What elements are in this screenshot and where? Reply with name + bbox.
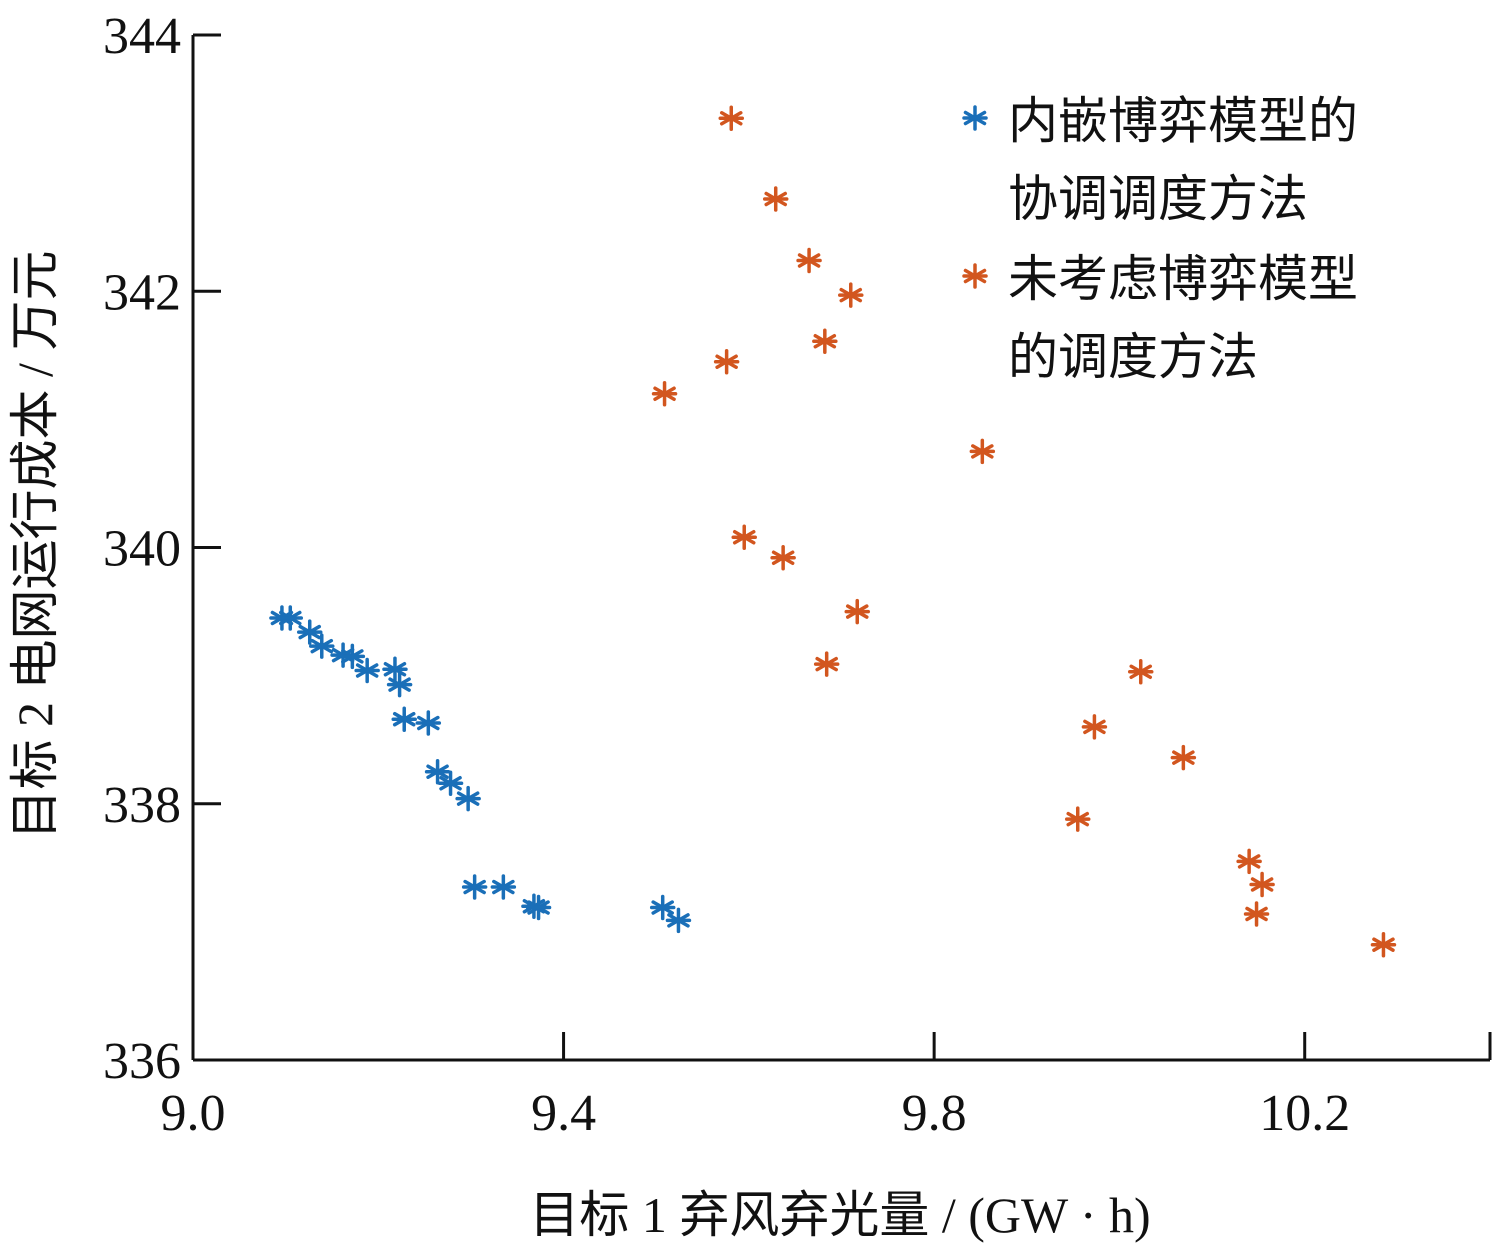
x-tick-label: 9.0: [161, 1085, 226, 1142]
y-tick-label: 338: [103, 777, 181, 834]
data-point: [354, 657, 380, 684]
data-point: [1243, 901, 1270, 927]
legend-marker: [962, 105, 988, 131]
data-point: [415, 710, 442, 736]
data-point: [424, 758, 451, 785]
data-point: [386, 671, 413, 698]
data-point: [796, 247, 822, 274]
x-axis-label: 目标 1 弃风弃光量 / (GW · h): [529, 1187, 1150, 1243]
data-point: [339, 643, 366, 670]
data-point: [813, 651, 840, 677]
x-tick-label: 9.4: [531, 1085, 596, 1142]
legend-label: 未考虑博弈模型: [1008, 251, 1358, 307]
data-point: [838, 282, 864, 308]
data-point: [1170, 744, 1197, 771]
data-point: [437, 770, 464, 796]
data-point: [762, 186, 789, 212]
data-point: [309, 633, 335, 659]
y-axis-label: 目标 2 电网运行成本 / 万元: [7, 251, 63, 840]
legend-label: 的调度方法: [1008, 329, 1258, 385]
data-point: [1249, 871, 1275, 898]
series-2: [651, 105, 1397, 958]
data-point: [382, 656, 408, 682]
x-tick-label: 9.8: [902, 1085, 967, 1142]
data-point: [665, 907, 692, 934]
data-point: [651, 381, 678, 407]
data-point: [1370, 931, 1397, 958]
data-point: [844, 598, 870, 625]
data-point: [455, 785, 481, 812]
x-tick-label: 10.2: [1259, 1085, 1350, 1142]
data-point: [1081, 714, 1108, 740]
data-point: [713, 348, 740, 375]
legend-label: 内嵌博弈模型的: [1008, 93, 1358, 149]
data-point: [1064, 806, 1091, 832]
data-point: [969, 438, 996, 465]
y-tick-label: 336: [103, 1033, 181, 1090]
data-point: [649, 894, 676, 921]
data-point: [1236, 848, 1262, 875]
data-point: [770, 545, 796, 571]
data-point: [718, 105, 745, 132]
data-points: [269, 105, 1397, 958]
series-1: [269, 605, 692, 934]
y-tick-label: 342: [103, 264, 181, 321]
axes: 336 338 340 342 344 9.0 9.4 9.8 10.2: [103, 8, 1492, 1142]
data-point: [391, 706, 417, 732]
data-point: [1127, 659, 1154, 685]
data-point: [490, 874, 517, 900]
data-point: [731, 524, 757, 550]
legend-marker: [962, 263, 988, 289]
data-point: [461, 874, 488, 900]
data-point: [296, 619, 323, 645]
data-point: [812, 328, 838, 354]
y-tick-label: 344: [103, 8, 181, 65]
legend-label: 协调调度方法: [1008, 171, 1308, 227]
data-point: [525, 894, 552, 921]
data-point: [277, 605, 304, 631]
y-tick-label: 340: [103, 521, 181, 578]
